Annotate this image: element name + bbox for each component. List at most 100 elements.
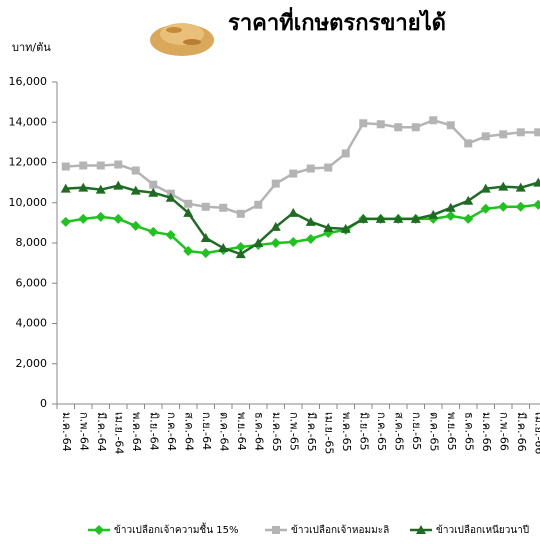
point — [184, 199, 193, 208]
point — [394, 123, 403, 132]
point — [358, 213, 369, 223]
point — [533, 199, 540, 210]
legend-item: ข้าวเปลือกเจ้าความชื้น 15% — [88, 522, 238, 536]
series-line — [65, 118, 539, 216]
point — [515, 201, 526, 212]
point — [288, 207, 299, 217]
point — [60, 183, 71, 193]
point — [218, 243, 229, 253]
point — [499, 130, 508, 139]
y-tick-label: 10,000 — [9, 196, 48, 209]
point — [270, 221, 281, 231]
point — [498, 181, 509, 191]
point — [463, 213, 474, 224]
x-tick-label: พ.ย.-65 — [445, 412, 458, 451]
point — [323, 222, 334, 232]
y-tick-label: 12,000 — [9, 156, 48, 169]
point — [463, 195, 474, 205]
x-tick-label: พ.ค.-64 — [130, 412, 143, 452]
x-tick-label: พ.ค.-65 — [340, 412, 353, 452]
point — [165, 192, 176, 202]
x-tick-label: ม.ค.-64 — [60, 412, 73, 452]
point — [270, 238, 281, 248]
point — [410, 213, 421, 223]
point — [219, 203, 228, 212]
point — [201, 202, 210, 211]
point — [324, 163, 333, 172]
point — [78, 182, 89, 192]
series-line — [65, 181, 539, 256]
point — [305, 216, 316, 226]
point — [289, 169, 298, 178]
x-tick-label: ม.ค.-66 — [480, 412, 493, 452]
y-tick-label: 2,000 — [16, 357, 48, 370]
point — [515, 182, 526, 192]
x-tick-label: ก.ค.-65 — [375, 412, 388, 451]
chart-title: ราคาที่เกษตรกรขายได้ — [228, 6, 446, 36]
legend-label: ข้าวเปลือกเหนียวนาปี — [436, 524, 529, 536]
x-tick-label: ส.ค.-65 — [392, 412, 405, 451]
point — [130, 220, 141, 231]
legend-item: ข้าวเปลือกเหนียวนาปี — [410, 524, 529, 536]
x-tick-label: มี.ค.-64 — [95, 412, 108, 452]
point — [114, 160, 123, 169]
x-tick-label: ก.ค.-64 — [165, 412, 178, 451]
point — [393, 213, 404, 223]
x-tick-label: ก.พ.-66 — [497, 412, 510, 451]
point — [340, 223, 351, 233]
point — [95, 184, 106, 194]
rice-icon — [150, 23, 214, 56]
x-tick-label: มิ.ย.-65 — [357, 412, 370, 451]
point — [254, 200, 263, 209]
point — [446, 121, 455, 130]
point — [429, 116, 438, 125]
point — [200, 232, 211, 242]
point — [375, 213, 386, 223]
y-tick-label: 8,000 — [16, 236, 48, 249]
point — [79, 161, 88, 170]
point — [533, 177, 540, 187]
point — [113, 180, 124, 190]
point — [411, 123, 420, 132]
y-tick-label: 14,000 — [9, 115, 48, 128]
x-tick-label: เม.ย.-64 — [112, 412, 125, 454]
x-tick-label: ธ.ค.-65 — [462, 412, 475, 451]
point — [131, 166, 140, 175]
x-tick-label: มิ.ย.-64 — [147, 412, 160, 451]
y-tick-label: 0 — [40, 397, 47, 410]
point — [200, 248, 211, 259]
point — [253, 238, 264, 247]
point — [306, 164, 315, 173]
point — [183, 207, 194, 217]
point — [165, 229, 176, 240]
x-tick-label: ก.พ.-64 — [77, 412, 90, 451]
legend-label: ข้าวเปลือกเจ้าหอมมะลิ — [291, 524, 389, 536]
legend-marker — [272, 526, 280, 534]
y-tick-label: 6,000 — [16, 276, 48, 289]
x-tick-label: ส.ค.-64 — [182, 412, 195, 451]
x-tick-label: ม.ค.-65 — [270, 412, 283, 452]
point — [95, 211, 106, 222]
point — [480, 203, 491, 214]
point — [235, 242, 246, 253]
point — [271, 179, 280, 188]
point — [235, 249, 246, 259]
x-tick-label: มี.ค.-65 — [305, 412, 318, 452]
point — [534, 128, 540, 137]
point — [61, 162, 70, 171]
point — [183, 246, 194, 257]
point — [341, 149, 350, 158]
x-tick-label: ต.ค.-64 — [217, 412, 230, 451]
point — [359, 119, 368, 128]
legend-item: ข้าวเปลือกเจ้าหอมมะลิ — [265, 524, 389, 536]
point — [149, 180, 158, 189]
point — [113, 213, 124, 224]
point — [481, 132, 490, 141]
x-tick-label: ธ.ค.-64 — [252, 412, 265, 451]
x-tick-label: เม.ย.-65 — [322, 412, 335, 454]
y-axis-label: บาท/ตัน — [12, 41, 51, 54]
point — [464, 139, 473, 148]
point — [236, 209, 245, 218]
legend-marker — [416, 525, 426, 534]
